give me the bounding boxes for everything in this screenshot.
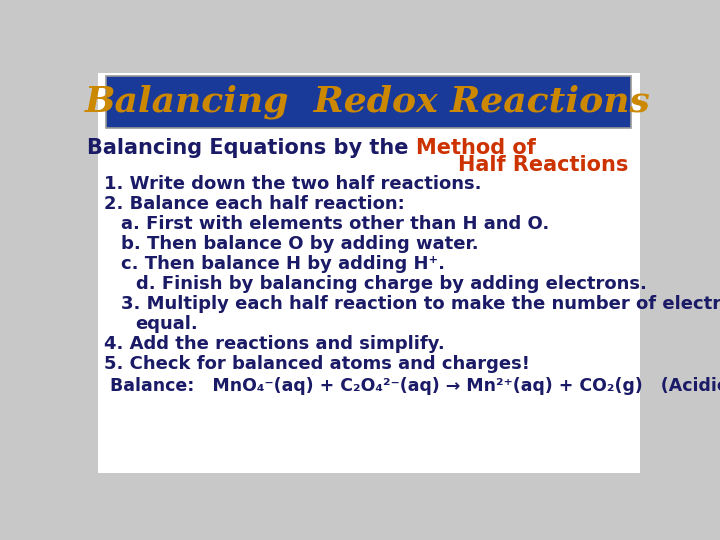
Text: 4. Add the reactions and simplify.: 4. Add the reactions and simplify.	[104, 335, 445, 353]
Text: Balancing  Redox Reactions: Balancing Redox Reactions	[85, 84, 651, 119]
Text: b. Then balance O by adding water.: b. Then balance O by adding water.	[121, 235, 479, 253]
Text: Half Reactions: Half Reactions	[458, 155, 629, 175]
Text: Method of: Method of	[415, 138, 536, 158]
Text: equal.: equal.	[135, 315, 198, 333]
Text: 3. Multiply each half reaction to make the number of electrons: 3. Multiply each half reaction to make t…	[121, 295, 720, 313]
FancyBboxPatch shape	[106, 76, 631, 128]
Text: Balancing Equations by the: Balancing Equations by the	[86, 138, 415, 158]
Text: 5. Check for balanced atoms and charges!: 5. Check for balanced atoms and charges!	[104, 355, 530, 373]
Text: 1. Write down the two half reactions.: 1. Write down the two half reactions.	[104, 175, 482, 193]
Text: a. First with elements other than H and O.: a. First with elements other than H and …	[121, 215, 549, 233]
Text: c. Then balance H by adding H⁺.: c. Then balance H by adding H⁺.	[121, 255, 445, 273]
FancyBboxPatch shape	[98, 72, 640, 473]
Text: Balance:   MnO₄⁻(aq) + C₂O₄²⁻(aq) → Mn²⁺(aq) + CO₂(g)   (Acidic): Balance: MnO₄⁻(aq) + C₂O₄²⁻(aq) → Mn²⁺(a…	[104, 377, 720, 395]
Text: 2. Balance each half reaction:: 2. Balance each half reaction:	[104, 195, 405, 213]
Text: d. Finish by balancing charge by adding electrons.: d. Finish by balancing charge by adding …	[137, 275, 647, 293]
